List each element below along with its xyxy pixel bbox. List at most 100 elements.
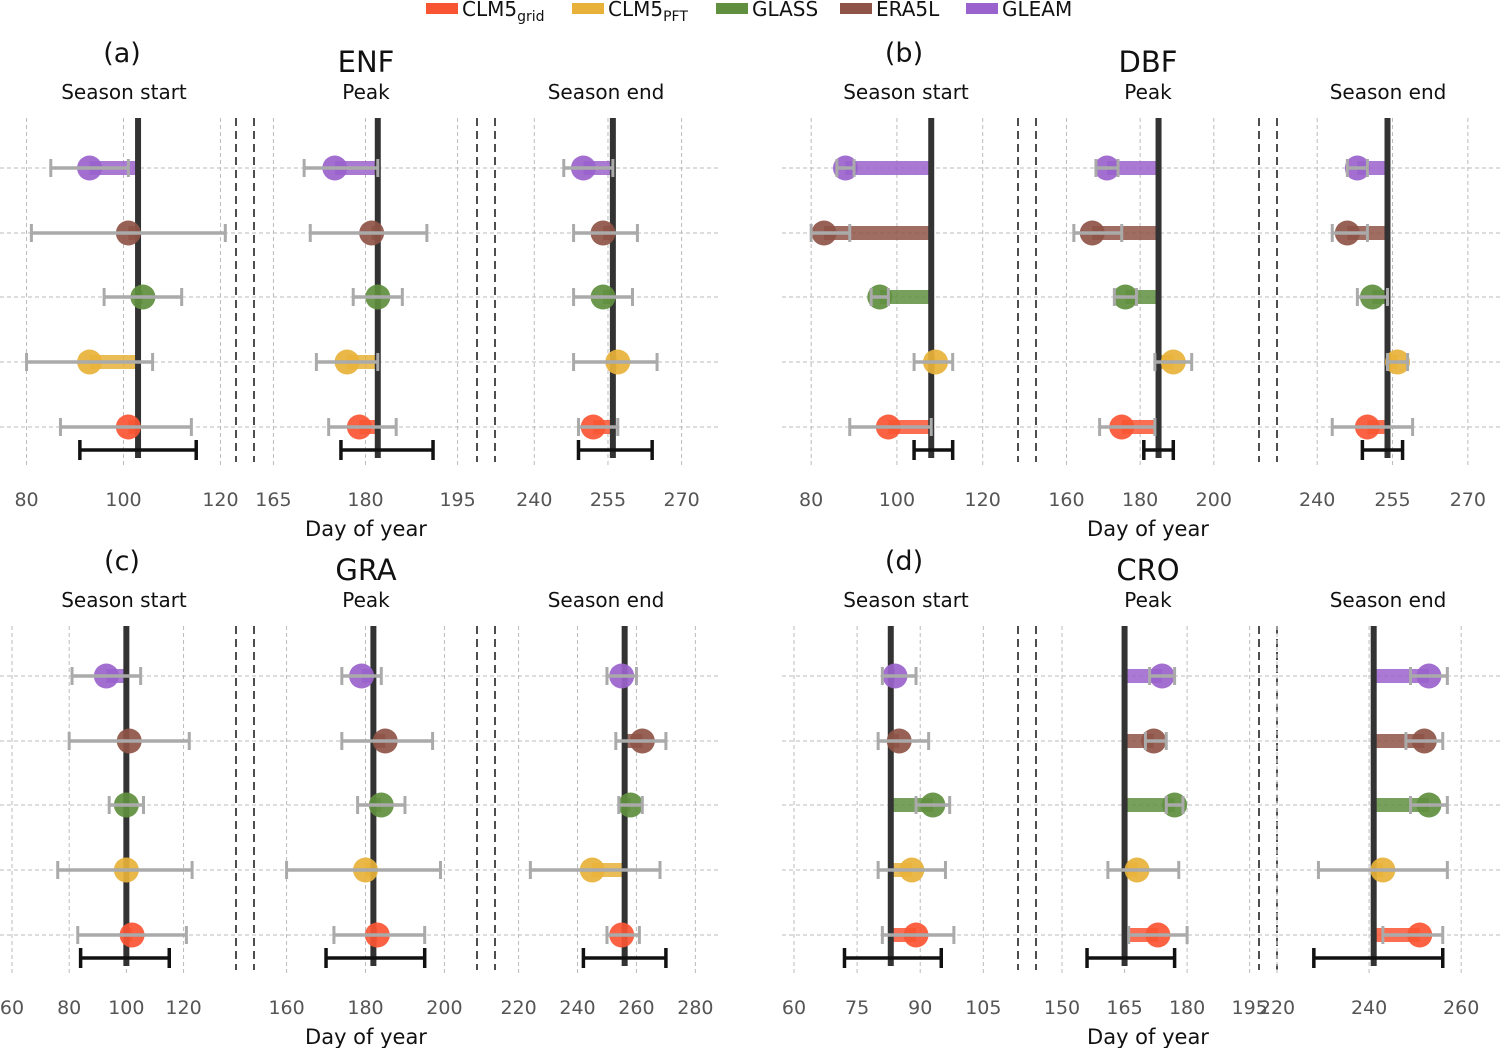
subplot-title: Season end xyxy=(1330,80,1447,104)
x-tick-label: 165 xyxy=(255,489,291,511)
legend-label: GLEAM xyxy=(1002,0,1072,21)
x-tick-label: 240 xyxy=(559,997,595,1019)
panels: (a) ENF Day of year Season start 80 100 120 Pea… xyxy=(0,38,1500,1048)
x-tick-label: 100 xyxy=(105,489,141,511)
panel-label: (c) xyxy=(104,546,140,577)
x-tick-label: 240 xyxy=(1351,997,1387,1019)
subplot-title: Peak xyxy=(1124,80,1172,104)
subplot-title: Season start xyxy=(843,80,969,104)
legend-item-era5l: ERA5L xyxy=(840,0,940,21)
svg-text:CLM5grid: CLM5grid xyxy=(462,0,545,25)
x-tick-label: 200 xyxy=(1196,489,1232,511)
x-tick-label: 195 xyxy=(1232,997,1268,1019)
panel-enf: (a) ENF Day of year Season start 80 100 120 Pea… xyxy=(0,38,718,541)
panel-gra: (c) GRA Day of year Season start 60 80 100 120 P… xyxy=(0,546,718,1048)
x-tick-label: 180 xyxy=(1122,489,1158,511)
offset-bar xyxy=(845,161,932,175)
legend-item-gleam: GLEAM xyxy=(966,0,1072,21)
subplot-title: Season start xyxy=(61,80,187,104)
x-tick-label: 120 xyxy=(965,489,1001,511)
legend-label: GLASS xyxy=(752,0,818,21)
panel-title: DBF xyxy=(1119,45,1178,79)
subplot-title: Season start xyxy=(843,588,969,612)
panel-cro: (d) CRO Day of year Season start 60 75 90 105 Pe… xyxy=(782,546,1500,1048)
legend-swatch-clm5-pft xyxy=(572,3,604,14)
subplot-season-end: Season end 240 255 270 xyxy=(516,80,700,511)
x-tick-label: 80 xyxy=(14,489,38,511)
offset-bar xyxy=(879,290,932,304)
x-tick-label: 180 xyxy=(1169,997,1205,1019)
x-tick-label: 100 xyxy=(108,997,144,1019)
legend-label: ERA5L xyxy=(876,0,940,21)
subplot-season-start: Season start 80 100 120 xyxy=(14,80,238,511)
x-tick-label: 90 xyxy=(908,997,932,1019)
subplot-title: Season end xyxy=(548,80,665,104)
x-tick-label: 80 xyxy=(799,489,823,511)
subplot-title: Season end xyxy=(548,588,665,612)
x-axis-label: Day of year xyxy=(305,1025,427,1048)
x-tick-label: 255 xyxy=(1374,489,1410,511)
legend: CLM5grid CLM5PFT GLASS ERA5L GLEAM xyxy=(426,0,1072,25)
x-tick-label: 270 xyxy=(1450,489,1486,511)
subplot-season-start: Season start 60 80 100 120 xyxy=(0,588,202,1019)
x-tick-label: 60 xyxy=(782,997,806,1019)
x-tick-label: 100 xyxy=(879,489,915,511)
x-tick-label: 220 xyxy=(1259,997,1295,1019)
x-tick-label: 255 xyxy=(590,489,626,511)
x-tick-label: 75 xyxy=(845,997,869,1019)
subplot-season-end: Season end 220 240 260 280 xyxy=(500,588,713,1019)
subplot-title: Peak xyxy=(342,588,390,612)
x-tick-label: 180 xyxy=(347,997,383,1019)
panel-title: CRO xyxy=(1116,553,1179,587)
offset-bar xyxy=(1106,161,1159,175)
legend-item-clm5-pft: CLM5PFT xyxy=(572,0,688,25)
legend-swatch-era5l xyxy=(840,3,872,14)
subplot-peak: Peak 160 180 200 xyxy=(268,588,462,1019)
x-tick-label: 120 xyxy=(165,997,201,1019)
panel-title: GRA xyxy=(335,553,396,587)
x-tick-label: 150 xyxy=(1044,997,1080,1019)
offset-bar xyxy=(1373,798,1429,812)
svg-text:CLM5PFT: CLM5PFT xyxy=(608,0,688,25)
legend-item-clm5-grid: CLM5grid xyxy=(426,0,545,25)
legend-swatch-glass xyxy=(716,3,748,14)
legend-label: CLM5 xyxy=(462,0,517,21)
legend-swatch-clm5-grid xyxy=(426,3,458,14)
x-axis-label: Day of year xyxy=(1087,1025,1209,1048)
subplot-season-start: Season start 60 75 90 105 xyxy=(782,588,1002,1019)
legend-sub: PFT xyxy=(663,9,688,25)
x-tick-label: 120 xyxy=(202,489,238,511)
x-tick-label: 195 xyxy=(439,489,475,511)
legend-swatch-gleam xyxy=(966,3,998,14)
x-tick-label: 160 xyxy=(268,997,304,1019)
x-tick-label: 165 xyxy=(1106,997,1142,1019)
x-tick-label: 180 xyxy=(347,489,383,511)
panel-dbf: (b) DBF Day of year Season start 80 100 120 Pea… xyxy=(782,38,1500,541)
subplot-title: Peak xyxy=(1124,588,1172,612)
panel-label: (b) xyxy=(885,38,923,69)
subplot-title: Season end xyxy=(1330,588,1447,612)
x-tick-label: 60 xyxy=(0,997,24,1019)
subplot-season-start: Season start 80 100 120 xyxy=(799,80,1001,511)
offset-bar xyxy=(1092,226,1159,240)
subplot-season-end: Season end 220 240 260 xyxy=(1259,588,1479,1019)
x-tick-label: 80 xyxy=(57,997,81,1019)
panel-label: (d) xyxy=(885,546,923,577)
x-tick-label: 260 xyxy=(1443,997,1479,1019)
x-tick-label: 270 xyxy=(663,489,699,511)
offset-bar xyxy=(1373,734,1425,748)
x-tick-label: 240 xyxy=(1299,489,1335,511)
legend-item-glass: GLASS xyxy=(716,0,818,21)
subplot-peak: Peak 150 165 180 195 xyxy=(1044,588,1268,1019)
legend-label: CLM5 xyxy=(608,0,663,21)
offset-bar xyxy=(1124,798,1175,812)
x-tick-label: 220 xyxy=(500,997,536,1019)
subplot-title: Season start xyxy=(61,588,187,612)
subplot-title: Peak xyxy=(342,80,390,104)
x-tick-label: 260 xyxy=(618,997,654,1019)
panel-title: ENF xyxy=(338,45,395,79)
legend-sub: grid xyxy=(517,9,544,25)
x-tick-label: 160 xyxy=(1048,489,1084,511)
x-tick-label: 280 xyxy=(677,997,713,1019)
